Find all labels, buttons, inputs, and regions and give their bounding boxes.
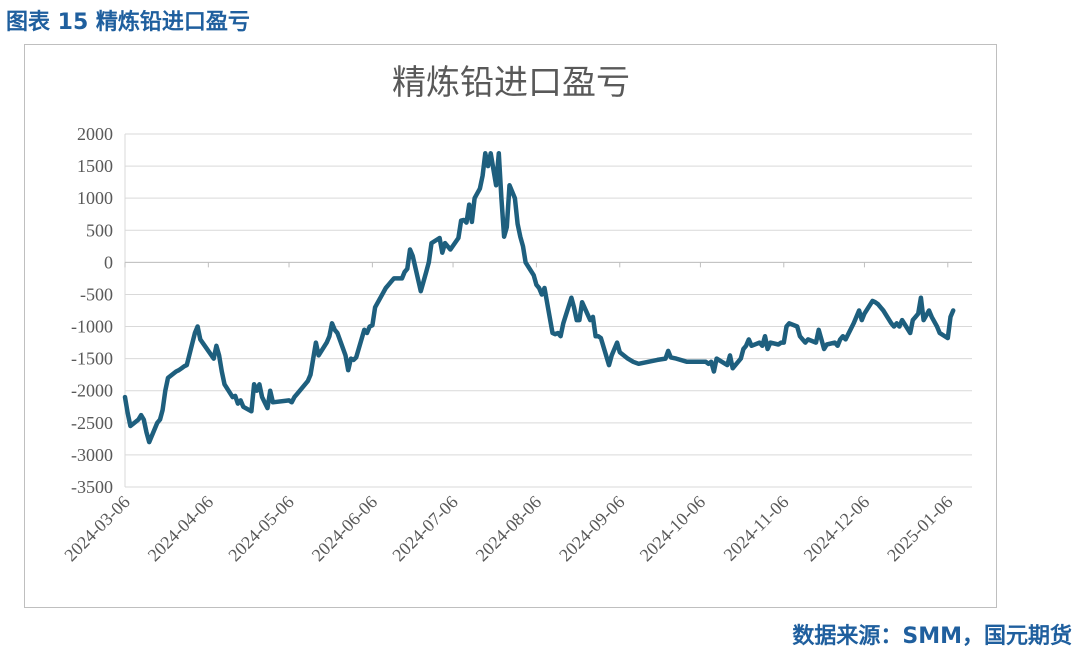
y-tick-label: -2500: [71, 413, 113, 433]
x-tick-label: 2024-08-06: [472, 492, 546, 566]
series-layer: [122, 151, 956, 445]
y-tick-label: 1000: [77, 188, 113, 208]
source-note: 数据来源：SMM，国元期货: [792, 624, 1072, 649]
y-axis-ticks: 2000 1500 1000 500 0 -500 -1000 -1500 -2000 -2500…: [71, 124, 113, 497]
y-tick-label: -3500: [71, 477, 113, 497]
x-tick-label: 2024-09-06: [555, 492, 629, 566]
y-tick-label: -500: [80, 284, 113, 304]
x-tick-label: 2024-11-06: [720, 492, 793, 565]
y-tick-label: 1500: [77, 156, 113, 176]
x-axis-ticks: 2024-03-06 2024-04-06 2024-05-06 2024-06-06…: [60, 262, 957, 566]
y-tick-label: 0: [104, 252, 113, 272]
chart-frame: 精炼铅进口盈亏 2000 1500 1000 500 0 -500 -1000 -1500 -2…: [24, 44, 997, 608]
x-tick-label: 2024-07-06: [388, 492, 462, 566]
chart-title: 精炼铅进口盈亏: [392, 64, 630, 102]
gridlines: [124, 133, 972, 488]
x-tick-label: 2024-10-06: [636, 492, 710, 566]
y-tick-label: 500: [86, 220, 113, 240]
x-tick-label: 2024-04-06: [144, 492, 218, 566]
series-line: [122, 151, 956, 445]
y-tick-label: 2000: [77, 124, 113, 144]
y-tick-label: -1000: [71, 317, 113, 337]
x-tick-label: 2024-03-06: [60, 492, 134, 566]
x-tick-label: 2024-12-06: [800, 492, 874, 566]
figure-caption: 图表 15 精炼铅进口盈亏: [6, 10, 250, 35]
y-tick-label: -3000: [71, 445, 113, 465]
x-tick-label: 2024-06-06: [308, 492, 382, 566]
y-tick-label: -2000: [71, 381, 113, 401]
line-chart: 精炼铅进口盈亏 2000 1500 1000 500 0 -500 -1000 -1500 -2…: [60, 64, 972, 566]
x-tick-label: 2024-05-06: [224, 492, 298, 566]
x-tick-label: 2025-01-06: [883, 492, 957, 566]
y-tick-label: -1500: [71, 349, 113, 369]
